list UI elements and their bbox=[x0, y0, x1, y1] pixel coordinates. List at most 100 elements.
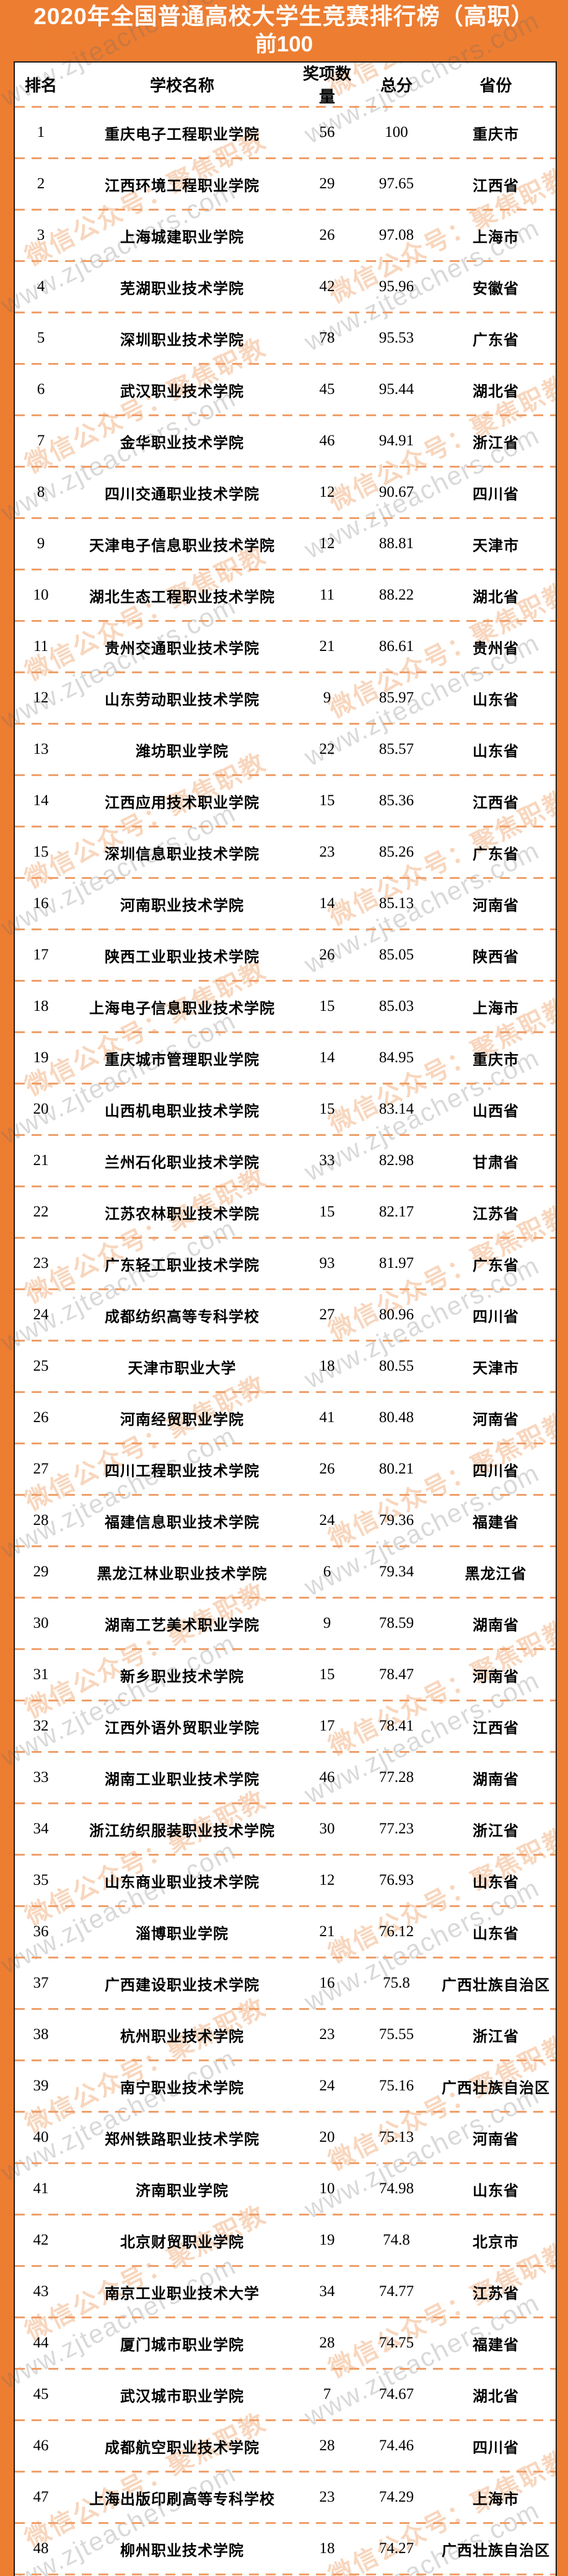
province-cell: 广东省 bbox=[473, 1257, 519, 1274]
row-separator bbox=[15, 2008, 556, 2010]
awards-cell: 33 bbox=[319, 1152, 335, 1169]
table-row: 14 江西应用技术职业学院 15 85.36 江西省 bbox=[15, 776, 556, 826]
table-row: 21 兰州石化职业技术学院 33 82.98 甘肃省 bbox=[15, 1136, 556, 1185]
province-cell: 广西壮族自治区 bbox=[442, 1976, 550, 1994]
rank-cell: 19 bbox=[33, 1049, 49, 1066]
score-cell: 77.28 bbox=[378, 1769, 414, 1786]
score-cell: 97.08 bbox=[378, 227, 414, 243]
awards-cell: 56 bbox=[319, 124, 335, 141]
school-cell: 湖北生态工程职业技术学院 bbox=[89, 588, 275, 606]
score-cell: 80.48 bbox=[378, 1409, 414, 1426]
row-separator bbox=[15, 1957, 556, 1958]
awards-cell: 21 bbox=[319, 1923, 335, 1940]
rank-cell: 7 bbox=[37, 432, 45, 449]
score-cell: 82.17 bbox=[378, 1203, 414, 1220]
score-cell: 95.44 bbox=[378, 381, 414, 398]
row-separator bbox=[15, 1031, 556, 1033]
row-separator bbox=[15, 2522, 556, 2524]
awards-cell: 6 bbox=[323, 1563, 331, 1580]
rank-cell: 8 bbox=[37, 484, 45, 500]
row-separator bbox=[15, 2574, 556, 2575]
awards-cell: 23 bbox=[319, 2489, 335, 2505]
awards-cell: 18 bbox=[319, 1358, 335, 1374]
table-row: 45 武汉城市职业学院 7 74.67 湖北省 bbox=[15, 2370, 556, 2419]
awards-cell: 26 bbox=[319, 227, 335, 243]
province-cell: 天津市 bbox=[473, 537, 519, 554]
table-row: 4 芜湖职业技术学院 42 95.96 安徽省 bbox=[15, 262, 556, 312]
awards-cell: 15 bbox=[319, 1666, 335, 1683]
province-cell: 浙江省 bbox=[473, 434, 519, 452]
school-cell: 河南经贸职业学院 bbox=[120, 1411, 244, 1428]
province-cell: 四川省 bbox=[473, 1462, 519, 1480]
row-separator bbox=[15, 826, 556, 827]
province-cell: 上海市 bbox=[473, 1000, 519, 1017]
province-cell: 江西省 bbox=[473, 1719, 519, 1737]
row-separator bbox=[15, 1597, 556, 1599]
awards-cell: 46 bbox=[319, 1769, 335, 1786]
awards-cell: 27 bbox=[319, 1306, 335, 1323]
school-cell: 厦门城市职业学院 bbox=[120, 2336, 244, 2354]
score-cell: 74.67 bbox=[378, 2386, 414, 2403]
province-cell: 河南省 bbox=[473, 2131, 519, 2148]
awards-cell: 28 bbox=[319, 2334, 335, 2351]
score-cell: 79.34 bbox=[378, 1563, 414, 1580]
score-cell: 74.8 bbox=[383, 2232, 410, 2248]
school-cell: 广西建设职业技术学院 bbox=[105, 1976, 260, 1994]
row-separator bbox=[15, 1185, 556, 1187]
score-cell: 85.97 bbox=[378, 689, 414, 706]
row-separator bbox=[15, 1340, 556, 1342]
awards-cell: 23 bbox=[319, 2026, 335, 2043]
awards-cell: 29 bbox=[319, 175, 335, 192]
province-cell: 湖北省 bbox=[473, 2388, 519, 2405]
school-cell: 福建信息职业技术学院 bbox=[105, 1514, 260, 1531]
province-cell: 安徽省 bbox=[473, 280, 519, 297]
rank-cell: 6 bbox=[37, 381, 45, 398]
awards-cell: 17 bbox=[319, 1718, 335, 1734]
rank-cell: 32 bbox=[33, 1718, 49, 1734]
school-cell: 山西机电职业技术学院 bbox=[105, 1102, 260, 1120]
awards-cell: 11 bbox=[319, 587, 335, 603]
table-row: 36 淄博职业学院 21 76.12 山东省 bbox=[15, 1907, 556, 1957]
awards-cell: 9 bbox=[323, 1615, 331, 1631]
school-cell: 北京财贸职业学院 bbox=[120, 2233, 244, 2251]
awards-cell: 20 bbox=[319, 2129, 335, 2146]
score-cell: 78.59 bbox=[378, 1615, 414, 1631]
row-separator bbox=[15, 723, 556, 725]
school-cell: 郑州铁路职业技术学院 bbox=[105, 2131, 260, 2148]
table-row: 42 北京财贸职业学院 19 74.8 北京市 bbox=[15, 2216, 556, 2265]
awards-cell: 15 bbox=[319, 792, 335, 809]
row-separator bbox=[15, 2162, 556, 2164]
rank-cell: 35 bbox=[33, 1872, 49, 1888]
awards-cell: 12 bbox=[319, 535, 335, 552]
school-cell: 湖南工业职业技术学院 bbox=[105, 1771, 260, 1788]
school-cell: 兰州石化职业技术学院 bbox=[105, 1154, 260, 1171]
row-separator bbox=[15, 2265, 556, 2267]
row-separator bbox=[15, 2059, 556, 2061]
table-row: 23 广东轻工职业技术学院 93 81.97 广东省 bbox=[15, 1239, 556, 1288]
row-separator bbox=[15, 466, 556, 468]
score-cell: 74.27 bbox=[378, 2540, 414, 2557]
column-header-province: 省份 bbox=[479, 76, 512, 95]
school-cell: 武汉职业技术学院 bbox=[120, 383, 244, 400]
awards-cell: 15 bbox=[319, 1203, 335, 1220]
awards-cell: 93 bbox=[319, 1255, 335, 1272]
score-cell: 100 bbox=[385, 124, 408, 141]
rank-cell: 15 bbox=[33, 844, 49, 860]
score-cell: 74.29 bbox=[378, 2489, 414, 2505]
rank-cell: 25 bbox=[33, 1358, 49, 1374]
province-cell: 天津市 bbox=[473, 1360, 519, 1377]
province-cell: 四川省 bbox=[473, 486, 519, 503]
table-row: 34 浙江纺织服装职业技术学院 30 77.23 浙江省 bbox=[15, 1804, 556, 1854]
table-row: 30 湖南工艺美术职业学院 9 78.59 湖南省 bbox=[15, 1599, 556, 1648]
awards-cell: 26 bbox=[319, 1460, 335, 1477]
column-header-awards: 奖项数量 bbox=[302, 64, 351, 106]
score-cell: 94.91 bbox=[378, 432, 414, 449]
score-cell: 80.96 bbox=[378, 1306, 414, 1323]
province-cell: 广东省 bbox=[473, 845, 519, 863]
awards-cell: 34 bbox=[319, 2283, 335, 2300]
awards-cell: 9 bbox=[323, 689, 331, 706]
row-separator bbox=[15, 1391, 556, 1393]
row-separator bbox=[15, 1802, 556, 1804]
awards-cell: 45 bbox=[319, 381, 335, 398]
score-cell: 80.21 bbox=[378, 1460, 414, 1477]
